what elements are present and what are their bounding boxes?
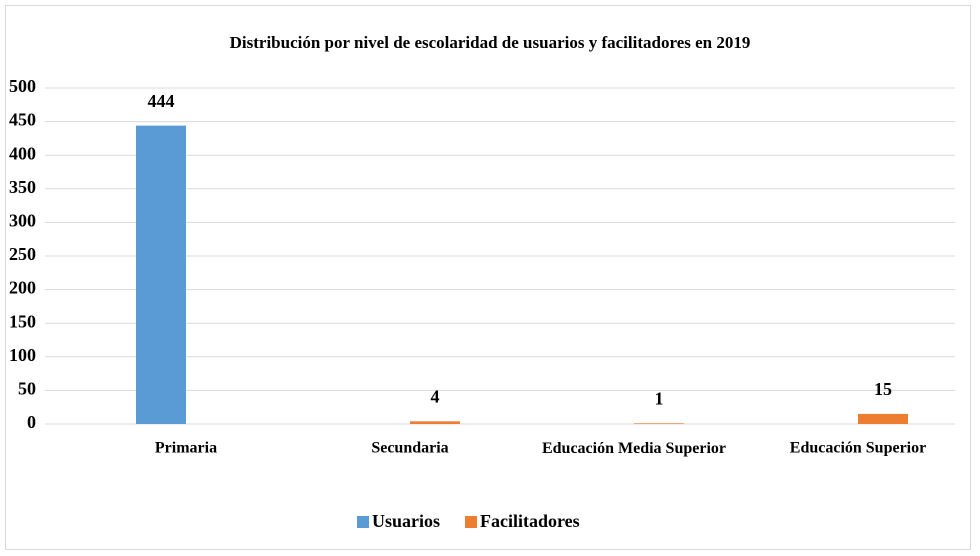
bar — [136, 125, 186, 424]
x-tick-label: Educación Superior — [790, 440, 926, 457]
legend-label: Facilitadores — [480, 511, 580, 531]
data-label: 15 — [874, 379, 892, 399]
y-tick-label: 450 — [9, 110, 36, 130]
legend-swatch — [465, 516, 478, 528]
y-tick-label: 250 — [9, 244, 36, 264]
bar — [410, 421, 460, 424]
x-tick-label: Educación Media Superior — [542, 440, 726, 457]
bar — [858, 413, 908, 424]
y-tick-label: 200 — [9, 278, 36, 298]
y-tick-label: 50 — [18, 379, 36, 399]
y-tick-label: 0 — [27, 412, 36, 432]
chart-title: Distribución por nivel de escolaridad de… — [230, 33, 751, 52]
x-tick-label: Secundaria — [371, 440, 448, 457]
x-tick-label: Primaria — [155, 440, 217, 457]
y-tick-label: 350 — [9, 177, 36, 197]
y-tick-label: 100 — [9, 345, 36, 365]
y-tick-label: 150 — [9, 311, 36, 331]
data-label: 444 — [148, 91, 175, 111]
data-label: 1 — [655, 388, 664, 408]
data-label: 4 — [431, 386, 440, 406]
bar — [634, 423, 684, 424]
legend-swatch — [357, 516, 369, 528]
y-tick-label: 300 — [9, 211, 36, 231]
legend-label: Usuarios — [372, 511, 440, 531]
y-tick-label: 400 — [9, 143, 36, 163]
y-tick-label: 500 — [9, 76, 36, 96]
